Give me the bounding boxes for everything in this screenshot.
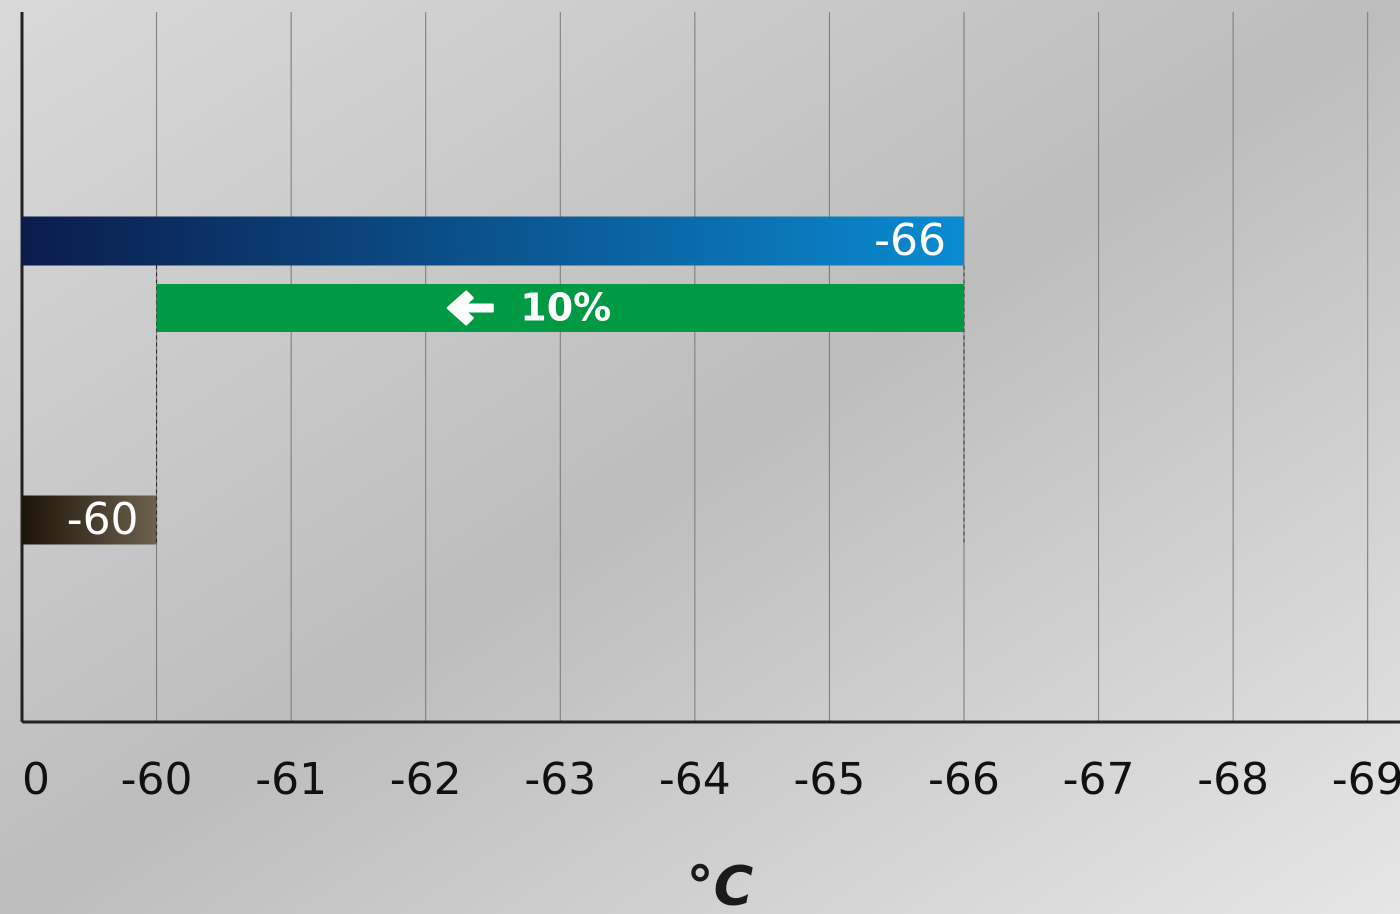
x-tick-label: -68 [1197, 754, 1269, 805]
x-tick-label: 0 [22, 754, 50, 805]
x-tick-label: -64 [659, 754, 731, 805]
x-tick-label: -67 [1063, 754, 1135, 805]
x-axis-title: °C [687, 855, 754, 914]
x-tick-label: -63 [524, 754, 596, 805]
value-label: -60 [67, 494, 139, 545]
chart: 0 -60 -61 -62 -63 -64 -65 -66 -67 -68 -69 -66 -60 10%… [0, 0, 1400, 914]
x-tick-label: -62 [390, 754, 462, 805]
bar [22, 217, 964, 266]
annotation: 10% [520, 286, 611, 330]
x-tick-label: -60 [121, 754, 193, 805]
value-label: -66 [874, 215, 946, 266]
x-tick-label: -61 [255, 754, 327, 805]
x-tick-label: -66 [928, 754, 1000, 805]
x-tick-label: -65 [793, 754, 865, 805]
page: 0 -60 -61 -62 -63 -64 -65 -66 -67 -68 -69 -66 -60 10%… [0, 0, 1400, 914]
x-tick-label: -69 [1332, 754, 1400, 805]
